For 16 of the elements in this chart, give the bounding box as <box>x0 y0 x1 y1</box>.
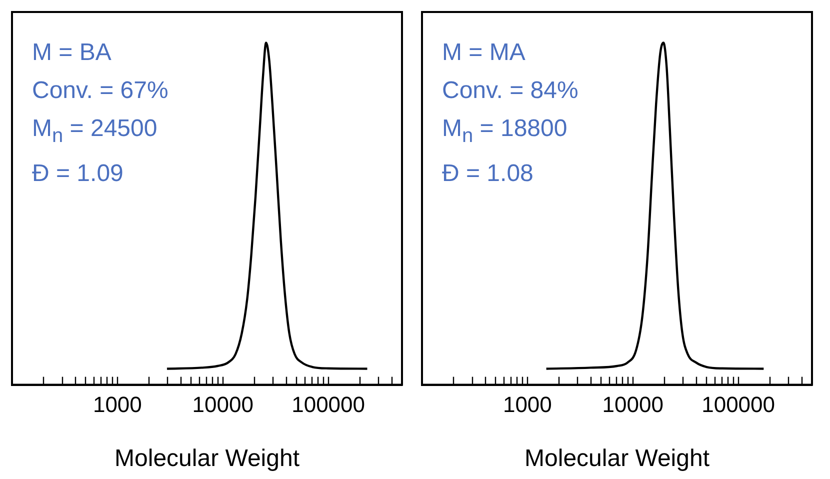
annotation: Đ = 1.09 <box>32 158 124 189</box>
x-axis-title: Molecular Weight <box>524 445 710 472</box>
annotation: M$_{n}$ = 18800 <box>442 114 568 149</box>
annotation: Conv. = 84% <box>442 76 578 106</box>
x-tick-label: 1000 <box>92 392 142 418</box>
x-tick-label: 1000 <box>502 392 552 418</box>
annotation: M$_{n}$ = 24500 <box>32 114 158 149</box>
x-tick-label: 100000 <box>292 392 366 418</box>
annotation: M = BA <box>32 38 112 68</box>
annotation: M = MA <box>442 38 526 68</box>
x-axis-title: Molecular Weight <box>114 445 300 472</box>
x-tick-label: 10000 <box>602 392 664 418</box>
x-tick-label: 100000 <box>702 392 776 418</box>
x-tick-label: 10000 <box>192 392 254 418</box>
annotation: Conv. = 67% <box>32 76 168 106</box>
annotation: Đ = 1.08 <box>442 158 534 189</box>
